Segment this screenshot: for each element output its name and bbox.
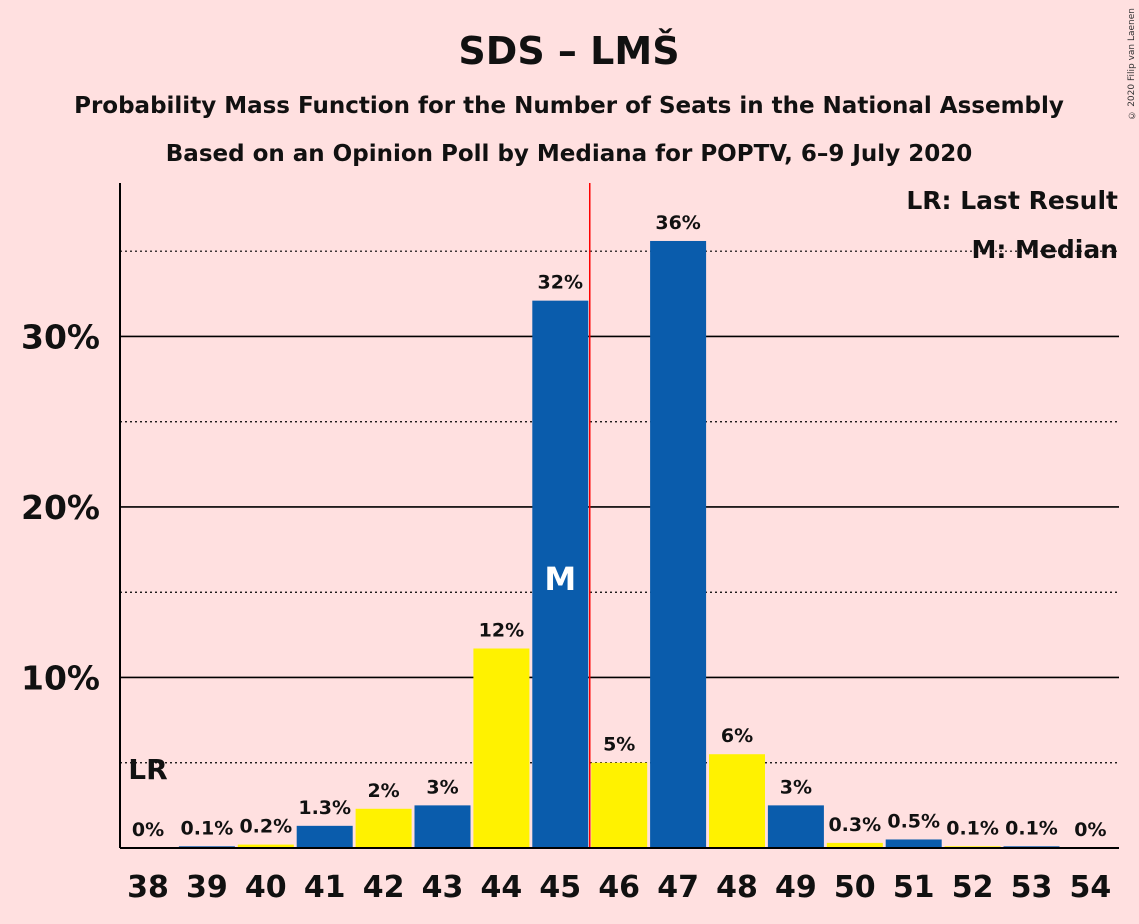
data-label-51: 0.5% <box>887 810 940 832</box>
data-label-52: 0.1% <box>946 817 999 839</box>
data-label-47: 36% <box>655 212 700 234</box>
x-tick-label-51: 51 <box>893 870 935 905</box>
data-label-41: 1.3% <box>298 797 351 819</box>
legend-median: M: Median <box>971 235 1118 264</box>
bar-50 <box>826 842 883 848</box>
gridlines <box>120 250 1119 764</box>
x-tick-label-52: 52 <box>952 870 994 905</box>
x-tick-label-42: 42 <box>363 870 405 905</box>
x-tick-label-39: 39 <box>186 870 228 905</box>
data-label-48: 6% <box>721 725 753 747</box>
bar-51 <box>885 839 942 848</box>
data-label-39: 0.1% <box>181 817 234 839</box>
data-label-45: 32% <box>538 272 583 294</box>
chart-title: SDS – LMŠ <box>458 29 679 73</box>
data-label-43: 3% <box>426 776 458 798</box>
data-label-42: 2% <box>367 780 399 802</box>
y-tick-label-10: 10% <box>21 658 100 697</box>
x-tick-label-40: 40 <box>245 870 287 905</box>
legend-last-result: LR: Last Result <box>906 186 1118 215</box>
chart-subtitle-1: Probability Mass Function for the Number… <box>74 93 1064 119</box>
x-tick-label-49: 49 <box>775 870 817 905</box>
bar-47 <box>650 240 707 848</box>
x-tick-label-50: 50 <box>834 870 876 905</box>
bar-46 <box>591 762 648 848</box>
bar-40 <box>237 844 294 848</box>
bar-41 <box>296 825 353 848</box>
bar-43 <box>414 805 471 848</box>
x-tick-label-44: 44 <box>481 870 523 905</box>
x-tick-label-45: 45 <box>539 870 581 905</box>
bar-49 <box>767 805 824 848</box>
x-tick-label-41: 41 <box>304 870 346 905</box>
x-tick-label-53: 53 <box>1011 870 1053 905</box>
y-tick-label-20: 20% <box>21 488 100 527</box>
bars <box>178 183 1060 849</box>
data-label-49: 3% <box>780 776 812 798</box>
axes: 10% 20% 30% <box>21 183 1119 849</box>
bar-48 <box>709 754 765 848</box>
data-label-46: 5% <box>603 734 635 756</box>
x-tick-label-54: 54 <box>1070 870 1112 905</box>
x-tick-label-46: 46 <box>598 870 640 905</box>
last-result-marker: LR <box>128 753 167 786</box>
data-label-50: 0.3% <box>828 814 881 836</box>
bar-45 <box>532 300 589 849</box>
legend: LR: Last Result M: Median <box>906 186 1118 264</box>
chart-subtitle-2: Based on an Opinion Poll by Mediana for … <box>166 141 972 167</box>
x-tick-label-38: 38 <box>127 870 169 905</box>
data-label-53: 0.1% <box>1005 817 1058 839</box>
bar-44 <box>473 648 530 848</box>
bar-42 <box>355 808 412 848</box>
data-labels: 0% 38 0.1% 39 0.2% 40 1.3% 41 2% 42 3% 43 12% 44 32% 45… <box>127 212 1111 905</box>
x-tick-label-48: 48 <box>716 870 758 905</box>
data-label-54: 0% <box>1074 819 1106 841</box>
y-tick-label-30: 30% <box>21 317 100 356</box>
x-tick-label-47: 47 <box>657 870 699 905</box>
median-marker: M <box>544 560 576 598</box>
x-tick-label-43: 43 <box>422 870 464 905</box>
data-label-38: 0% <box>132 819 164 841</box>
data-label-44: 12% <box>479 620 524 642</box>
data-label-40: 0.2% <box>239 816 292 838</box>
